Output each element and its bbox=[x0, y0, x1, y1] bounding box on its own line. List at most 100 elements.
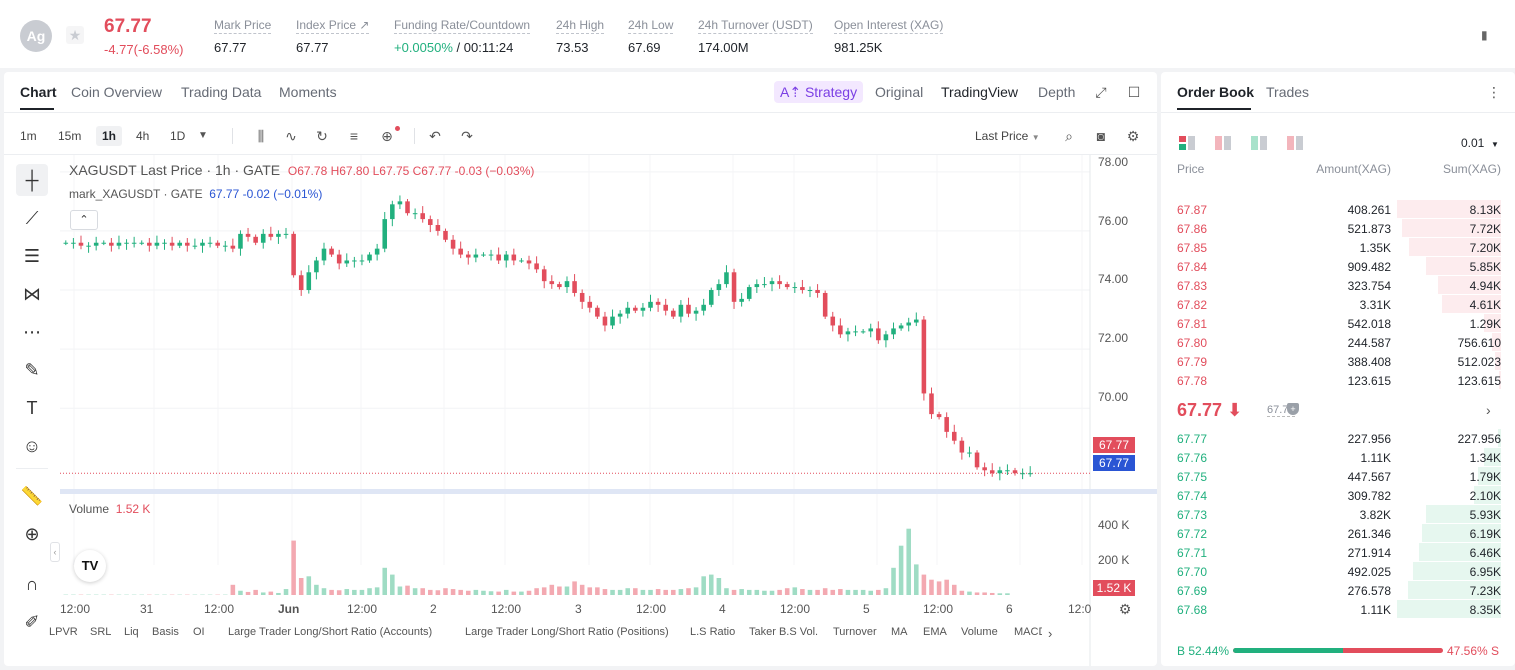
pencil-lock-icon[interactable]: ✐ bbox=[24, 612, 40, 632]
indicator-ema[interactable]: EMA bbox=[923, 626, 947, 638]
chevron-right-icon[interactable]: › bbox=[1048, 626, 1053, 641]
replay-icon[interactable]: ↻ bbox=[316, 128, 328, 144]
ask-row[interactable]: 67.83 323.754 4.94K bbox=[1161, 276, 1515, 295]
bid-row[interactable]: 67.75 447.567 1.79K bbox=[1161, 467, 1515, 486]
bid-row[interactable]: 67.69 276.578 7.23K bbox=[1161, 581, 1515, 600]
ask-row[interactable]: 67.82 3.31K 4.61K bbox=[1161, 295, 1515, 314]
indicator-icon[interactable]: ∿ bbox=[285, 128, 297, 144]
tab-moments[interactable]: Moments bbox=[279, 84, 337, 100]
timeframe-1d[interactable]: 1D bbox=[170, 129, 186, 143]
ask-row[interactable]: 67.80 244.587 756.610 bbox=[1161, 333, 1515, 352]
tradingview-logo[interactable]: TV bbox=[74, 550, 106, 582]
indicator-liq[interactable]: Liq bbox=[124, 626, 139, 638]
pattern-icon[interactable]: ⋈ bbox=[23, 284, 41, 304]
precision-select[interactable]: 0.01 ▼ bbox=[1461, 136, 1499, 150]
timeframe-1m[interactable]: 1m bbox=[20, 129, 37, 143]
indicator-basis[interactable]: Basis bbox=[152, 626, 179, 638]
view-both-icon[interactable] bbox=[1179, 136, 1195, 150]
redo-icon[interactable]: ↷ bbox=[461, 128, 473, 144]
bid-row[interactable]: 67.77 227.956 227.956 bbox=[1161, 429, 1515, 448]
view-asks-icon[interactable] bbox=[1215, 136, 1231, 150]
candle-body bbox=[587, 301, 593, 308]
template-icon[interactable]: ≡ bbox=[349, 128, 359, 144]
stat-index-price[interactable]: Index Price ↗ 67.77 bbox=[296, 18, 370, 55]
zoom-in-icon[interactable]: ⊕ bbox=[24, 524, 40, 544]
indicator-macd[interactable]: MACD bbox=[1014, 626, 1042, 638]
chevron-down-icon[interactable]: ▼ bbox=[198, 130, 208, 141]
book-icon[interactable]: ▮ bbox=[1481, 28, 1488, 42]
strategy-button[interactable]: A⇡ Strategy bbox=[774, 81, 864, 103]
price-type-select[interactable]: Last Price ▼ bbox=[975, 129, 1040, 143]
emoji-icon[interactable]: ☺ bbox=[22, 436, 42, 456]
time-axis-settings-icon[interactable]: ⚙ bbox=[1118, 601, 1132, 617]
volume-bar bbox=[458, 589, 463, 595]
magnet-icon[interactable]: ∩ bbox=[25, 574, 39, 594]
candle-body bbox=[860, 331, 866, 333]
text-icon[interactable]: T bbox=[26, 398, 38, 418]
more-icon[interactable]: ⋮ bbox=[1487, 84, 1501, 100]
candles-icon[interactable]: ⫼ bbox=[257, 128, 265, 144]
undo-icon[interactable]: ↶ bbox=[429, 128, 441, 144]
timeframe-1h[interactable]: 1h bbox=[96, 126, 123, 146]
bid-row[interactable]: 67.72 261.346 6.19K bbox=[1161, 524, 1515, 543]
tab-depth[interactable]: Depth bbox=[1038, 84, 1076, 100]
bid-row[interactable]: 67.76 1.11K 1.34K bbox=[1161, 448, 1515, 467]
tab-underline bbox=[20, 108, 54, 110]
pane-divider[interactable] bbox=[60, 489, 1157, 494]
stat-funding-rate[interactable]: Funding Rate/Countdown +0.0050% / 00:11:… bbox=[394, 18, 531, 55]
ask-row[interactable]: 67.84 909.482 5.85K bbox=[1161, 257, 1515, 276]
window-icon[interactable]: ☐ bbox=[1127, 84, 1141, 100]
indicator-lt-positions[interactable]: Large Trader Long/Short Ratio (Positions… bbox=[465, 626, 669, 638]
timeframe-15m[interactable]: 15m bbox=[58, 129, 82, 143]
view-bids-icon[interactable] bbox=[1251, 136, 1267, 150]
bid-row[interactable]: 67.73 3.82K 5.93K bbox=[1161, 505, 1515, 524]
depth-bar bbox=[1397, 600, 1501, 618]
add-alert-icon[interactable]: ⊕ bbox=[381, 128, 393, 144]
gear-icon[interactable]: ⚙ bbox=[1126, 128, 1140, 144]
ask-row[interactable]: 67.79 388.408 512.023 bbox=[1161, 352, 1515, 371]
indicator-ls-ratio[interactable]: L.S Ratio bbox=[690, 626, 736, 638]
crosshair-icon[interactable]: ┼ bbox=[16, 164, 48, 196]
tab-trades[interactable]: Trades bbox=[1266, 84, 1310, 100]
bid-row[interactable]: 67.70 492.025 6.95K bbox=[1161, 562, 1515, 581]
bid-row[interactable]: 67.71 271.914 6.46K bbox=[1161, 543, 1515, 562]
ask-row[interactable]: 67.86 521.873 7.72K bbox=[1161, 219, 1515, 238]
tab-coin-overview[interactable]: Coin Overview bbox=[71, 84, 163, 100]
ask-row[interactable]: 67.87 408.261 8.13K bbox=[1161, 200, 1515, 219]
camera-icon[interactable]: ◙ bbox=[1096, 128, 1106, 144]
trend-line-icon[interactable]: ⟋ bbox=[25, 208, 39, 228]
expand-arrow-icon[interactable]: ‹ bbox=[50, 542, 60, 562]
ask-row[interactable]: 67.85 1.35K 7.20K bbox=[1161, 238, 1515, 257]
collapse-legend-button[interactable]: ⌃ bbox=[70, 210, 98, 230]
chevron-right-icon[interactable]: › bbox=[1486, 402, 1491, 418]
indicator-volume[interactable]: Volume bbox=[961, 626, 998, 638]
timeframe-4h[interactable]: 4h bbox=[136, 129, 150, 143]
ask-row[interactable]: 67.78 123.615 123.615 bbox=[1161, 371, 1515, 390]
brush-icon[interactable]: ✎ bbox=[24, 360, 40, 380]
tab-tradingview[interactable]: TradingView bbox=[941, 84, 1019, 100]
search-icon[interactable]: ⌕ bbox=[1065, 128, 1073, 144]
indicator-ma[interactable]: MA bbox=[891, 626, 908, 638]
indicator-lt-accounts[interactable]: Large Trader Long/Short Ratio (Accounts) bbox=[228, 626, 433, 638]
projection-icon[interactable]: ⋯ bbox=[23, 322, 41, 342]
stat-mark-price[interactable]: Mark Price 67.77 bbox=[214, 18, 272, 55]
indicator-lpvr[interactable]: LPVR bbox=[49, 626, 78, 638]
indicator-turnover[interactable]: Turnover bbox=[833, 626, 877, 638]
ruler-icon[interactable]: 📏 bbox=[20, 486, 44, 506]
indicator-srl[interactable]: SRL bbox=[90, 626, 112, 638]
fib-icon[interactable]: ☰ bbox=[23, 246, 41, 266]
tab-chart[interactable]: Chart bbox=[20, 84, 57, 100]
bid-row[interactable]: 67.74 309.782 2.10K bbox=[1161, 486, 1515, 505]
view-split-icon[interactable] bbox=[1287, 136, 1303, 150]
fullscreen-icon[interactable]: ⤢ bbox=[1095, 84, 1107, 100]
price-chart[interactable] bbox=[4, 155, 1157, 666]
ask-row[interactable]: 67.81 542.018 1.29K bbox=[1161, 314, 1515, 333]
bid-row[interactable]: 67.68 1.11K 8.35K bbox=[1161, 600, 1515, 619]
tab-original[interactable]: Original bbox=[875, 84, 924, 100]
row-sum: 8.13K bbox=[1469, 203, 1501, 217]
tab-order-book[interactable]: Order Book bbox=[1177, 84, 1255, 100]
favorite-star-icon[interactable]: ★ bbox=[66, 26, 84, 44]
tab-trading-data[interactable]: Trading Data bbox=[181, 84, 262, 100]
indicator-oi[interactable]: OI bbox=[193, 626, 205, 638]
indicator-taker-bs[interactable]: Taker B.S Vol. bbox=[749, 626, 819, 638]
